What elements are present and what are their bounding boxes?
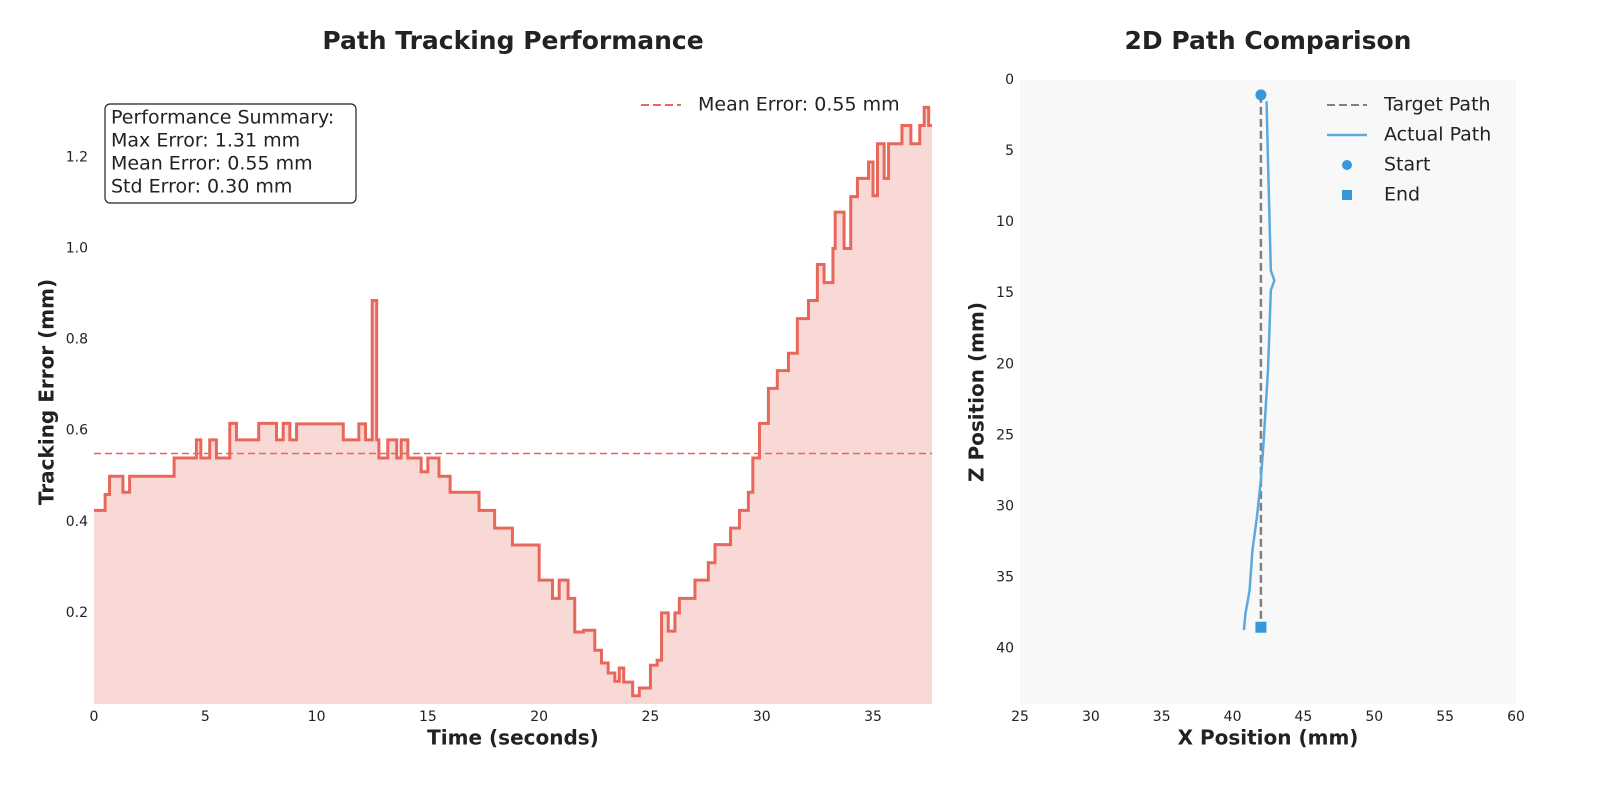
y-tick-label: 1.0: [66, 241, 88, 257]
x-axis-label: Time (seconds): [427, 726, 599, 750]
chart-title: 2D Path Comparison: [1125, 26, 1412, 55]
y-tick-label: 35: [996, 569, 1014, 585]
end-marker: [1255, 621, 1267, 633]
path-line: [1242, 101, 1276, 631]
y-axis-label: Z Position (mm): [965, 302, 989, 482]
y-tick-label: 20: [996, 356, 1014, 372]
x-tick-label: 30: [1082, 709, 1100, 725]
legend-symbol: [1342, 190, 1352, 200]
x-tick-label: 20: [530, 709, 548, 725]
y-tick-label: 1.2: [66, 149, 88, 165]
y-tick-label: 5: [1005, 143, 1014, 159]
y-axis-label: Tracking Error (mm): [35, 279, 59, 505]
y-tick-label: 0.2: [66, 605, 88, 621]
summary-text: Std Error: 0.30 mm: [111, 176, 292, 198]
error-line: [94, 105, 932, 698]
summary-text: Max Error: 1.31 mm: [111, 130, 300, 152]
error-area: [94, 107, 932, 704]
x-tick-label: 25: [642, 709, 660, 725]
y-tick-label: 0.4: [66, 514, 88, 530]
legend-label: Actual Path: [1384, 124, 1491, 146]
x-tick-label: 5: [201, 709, 210, 725]
x-tick-label: 40: [1224, 709, 1242, 725]
x-tick-label: 45: [1295, 709, 1313, 725]
y-tick-label: 40: [996, 641, 1014, 657]
chart-title: Path Tracking Performance: [322, 26, 703, 55]
summary-text: Mean Error: 0.55 mm: [111, 153, 313, 175]
y-tick-label: 25: [996, 427, 1014, 443]
y-tick-label: 15: [996, 285, 1014, 301]
x-tick-label: 35: [864, 709, 882, 725]
x-tick-label: 25: [1011, 709, 1029, 725]
legend-label: End: [1384, 184, 1420, 206]
x-tick-label: 15: [419, 709, 437, 725]
x-tick-label: 50: [1365, 709, 1383, 725]
x-axis-label: X Position (mm): [1178, 726, 1359, 750]
x-tick-label: 30: [753, 709, 771, 725]
y-tick-label: 0: [1005, 72, 1014, 88]
legend-label: Mean Error: 0.55 mm: [698, 94, 900, 116]
y-tick-label: 10: [996, 214, 1014, 230]
legend-label: Target Path: [1383, 94, 1491, 116]
x-tick-label: 60: [1507, 709, 1525, 725]
summary-box: [104, 103, 357, 204]
legend-symbol: [1342, 160, 1352, 170]
start-marker: [1255, 89, 1267, 101]
legend-label: Start: [1384, 154, 1430, 176]
x-tick-label: 55: [1436, 709, 1454, 725]
x-tick-label: 0: [90, 709, 99, 725]
y-tick-label: 0.8: [66, 332, 88, 348]
x-tick-label: 35: [1153, 709, 1171, 725]
x-tick-label: 10: [308, 709, 326, 725]
summary-text: Performance Summary:: [111, 107, 334, 129]
y-tick-label: 0.6: [66, 423, 88, 439]
y-tick-label: 30: [996, 498, 1014, 514]
